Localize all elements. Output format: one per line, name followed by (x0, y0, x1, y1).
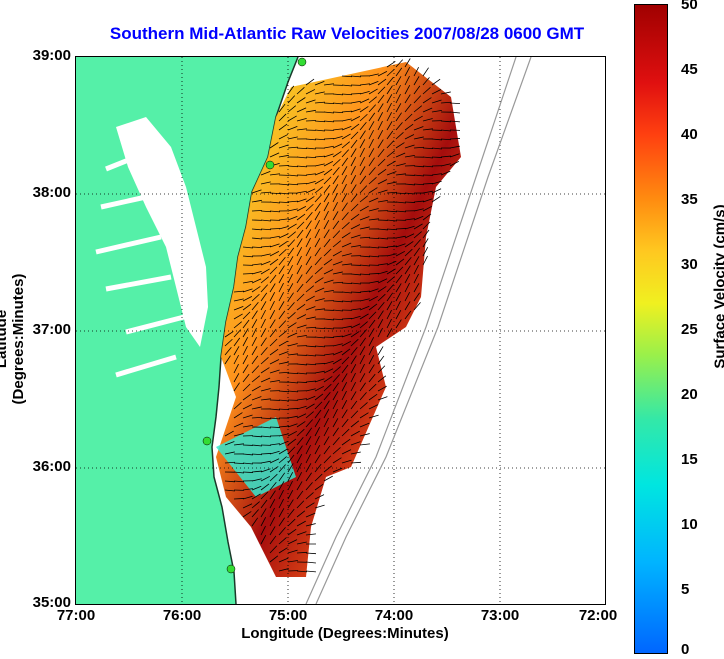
low-velocity-patch (216, 417, 296, 497)
x-tick-label: 77:00 (56, 607, 96, 624)
grid (76, 57, 605, 604)
colorbar (634, 4, 668, 654)
colorbar-tick-label: 10 (681, 516, 698, 533)
colorbar-tick-label: 45 (681, 61, 698, 78)
x-tick-label: 72:00 (578, 607, 618, 624)
y-tick-label: 38:00 (32, 184, 71, 201)
colorbar-tick-label: 50 (681, 0, 698, 13)
colorbar-tick-label: 40 (681, 126, 698, 143)
y-tick-label: 37:00 (32, 321, 71, 338)
chesapeake-bay (116, 117, 208, 347)
radar-station-marker (202, 436, 212, 446)
radar-station-marker (297, 57, 307, 67)
isobath (305, 57, 517, 604)
map-panel (75, 56, 606, 605)
land-mass (76, 57, 298, 604)
y-axis-label: Latitude (Degrees:Minutes) (0, 273, 27, 405)
isobath (315, 57, 532, 604)
colorbar-tick-label: 30 (681, 256, 698, 273)
x-tick-label: 74:00 (374, 607, 414, 624)
radar-station-marker (226, 564, 236, 574)
y-tick-label: 39:00 (32, 47, 71, 64)
x-tick-label: 73:00 (480, 607, 520, 624)
colorbar-tick-label: 5 (681, 581, 690, 598)
colorbar-tick-label: 0 (681, 641, 690, 658)
x-tick-label: 76:00 (162, 607, 202, 624)
colorbar-tick-label: 35 (681, 191, 698, 208)
y-tick-label: 35:00 (32, 594, 71, 611)
figure-title: Southern Mid-Atlantic Raw Velocities 200… (109, 24, 585, 43)
colorbar-tick-label: 20 (681, 386, 698, 403)
colorbar-label: Surface Velocity (cm/s) (711, 204, 724, 369)
colorbar-tick-label: 25 (681, 321, 698, 338)
bay-inlets (95, 154, 185, 378)
x-tick-label: 75:00 (268, 607, 308, 624)
radar-station-marker (265, 160, 275, 170)
x-axis-label: Longitude (Degrees:Minutes) (241, 625, 449, 642)
velocity-arrows (224, 58, 461, 573)
map-canvas (76, 57, 605, 604)
colorbar-tick-label: 15 (681, 451, 698, 468)
y-tick-label: 36:00 (32, 458, 71, 475)
